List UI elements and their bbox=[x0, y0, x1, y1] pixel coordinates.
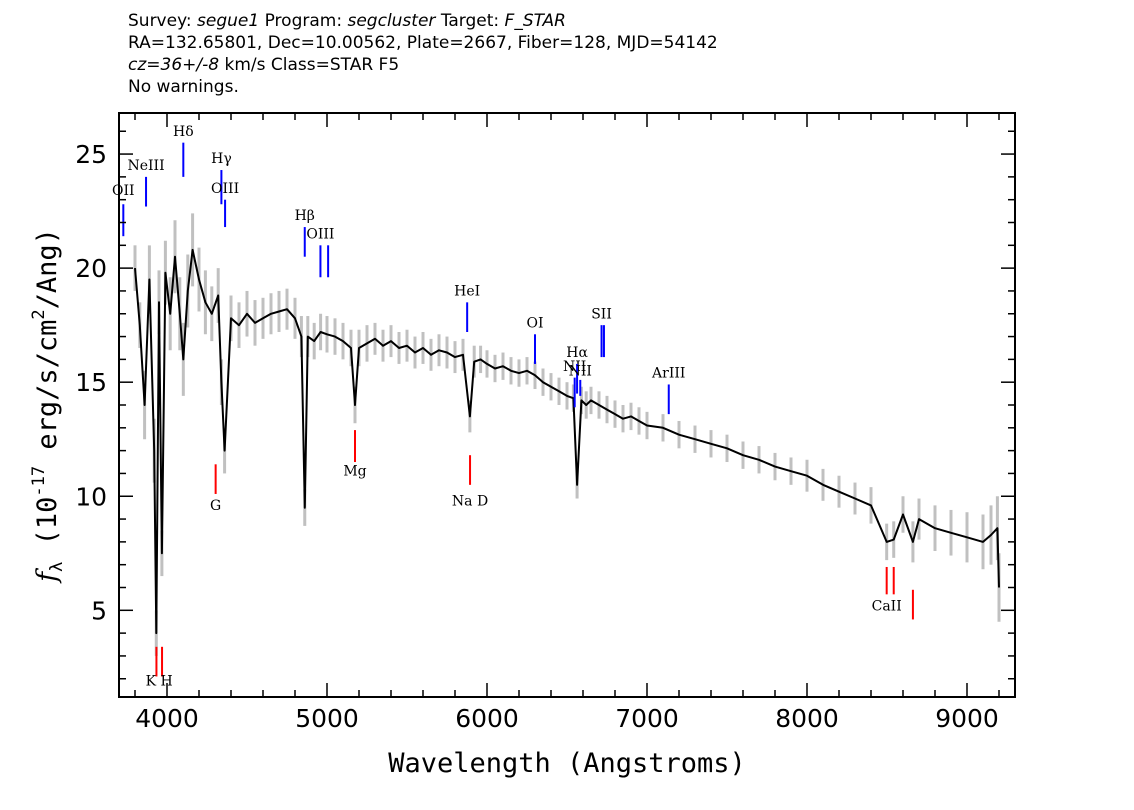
emission-line-label: NII bbox=[569, 363, 592, 379]
program-label: Program: bbox=[264, 11, 343, 31]
redshift-value: cz=36+/-8 bbox=[128, 55, 220, 75]
class-value: km/s Class=STAR F5 bbox=[224, 55, 400, 75]
target-value: F_STAR bbox=[504, 11, 566, 31]
header-line-1: Survey: segue1 Program: segcluster Targe… bbox=[128, 10, 718, 32]
emission-line-label: HeI bbox=[454, 284, 480, 300]
emission-line-label: Hα bbox=[566, 345, 588, 361]
error-band-layer bbox=[133, 213, 1001, 656]
x-tick-label: 6000 bbox=[455, 704, 519, 733]
absorption-line-label-kh: K H bbox=[146, 674, 173, 690]
header-line-3: cz=36+/-8 km/s Class=STAR F5 bbox=[128, 54, 718, 76]
emission-line-label: OI bbox=[526, 315, 543, 331]
y-tick-label: 5 bbox=[91, 596, 107, 625]
program-value: segcluster bbox=[347, 11, 436, 31]
spectrum-header: Survey: segue1 Program: segcluster Targe… bbox=[128, 10, 718, 98]
emission-line-label: Hδ bbox=[173, 124, 194, 140]
absorption-line-label: Na D bbox=[452, 493, 488, 509]
survey-label: Survey: bbox=[128, 11, 192, 31]
x-tick-label: 7000 bbox=[615, 704, 679, 733]
absorption-line-label: Mg bbox=[343, 464, 366, 480]
target-label: Target: bbox=[440, 11, 500, 31]
emission-line-label: NeIII bbox=[127, 158, 164, 174]
x-tick-label: 5000 bbox=[295, 704, 359, 733]
survey-value: segue1 bbox=[197, 11, 260, 31]
x-axis-title: Wavelength (Angstroms) bbox=[388, 748, 746, 779]
emission-line-label: Hβ bbox=[295, 208, 315, 224]
emission-line-label: OII bbox=[112, 183, 135, 199]
warnings-text: No warnings. bbox=[128, 77, 239, 97]
emission-line-label: ArIII bbox=[651, 366, 685, 382]
absorption-line-label: G bbox=[210, 498, 221, 514]
y-axis-title: fλ (10-17 erg/s/cm2/Ang) bbox=[29, 228, 67, 584]
header-line-2: RA=132.65801, Dec=10.00562, Plate=2667, … bbox=[128, 33, 718, 53]
y-tick-label: 25 bbox=[75, 140, 107, 169]
emission-line-label: NII bbox=[563, 359, 586, 375]
y-tick-label: 20 bbox=[75, 254, 107, 283]
x-tick-label: 4000 bbox=[135, 704, 199, 733]
absorption-line-label: CaII bbox=[872, 598, 902, 614]
line-markers-layer: OIINeIIIHδHγOIIIHβOIIIHeIOINIIHαNIISIIAr… bbox=[112, 124, 914, 690]
emission-line-label: OIII bbox=[306, 226, 334, 242]
y-tick-label: 10 bbox=[75, 482, 107, 511]
emission-line-label: OIII bbox=[211, 181, 239, 197]
x-tick-label: 8000 bbox=[775, 704, 839, 733]
emission-line-label: SII bbox=[591, 306, 612, 322]
x-tick-label: 9000 bbox=[935, 704, 999, 733]
axis-ticks-layer: 4000 5000 6000 7000 8000 9000 5 10 15 20 25 bbox=[75, 113, 1015, 733]
spectrum-layer bbox=[134, 248, 1000, 635]
y-tick-label: 15 bbox=[75, 368, 107, 397]
emission-line-label: Hγ bbox=[211, 151, 232, 167]
spectrum-line bbox=[134, 248, 1000, 635]
